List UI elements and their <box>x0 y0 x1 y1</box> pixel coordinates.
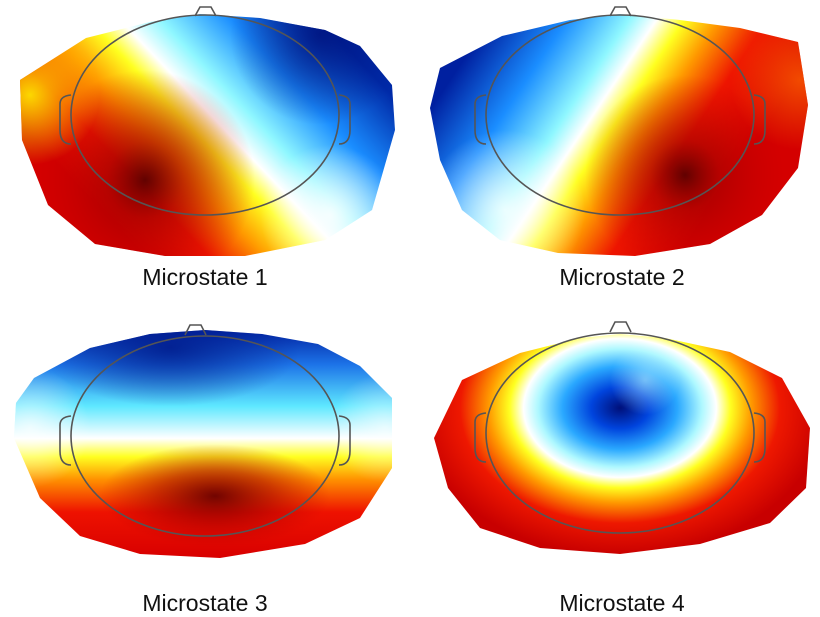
head-outline-4 <box>474 321 766 534</box>
topomap-1 <box>20 6 395 256</box>
topomap-3 <box>14 324 392 558</box>
head-outline-2 <box>474 6 766 216</box>
topomap-panel-4: Microstate 4 <box>410 308 820 616</box>
topomap-2 <box>430 6 808 256</box>
head-outline-1 <box>59 6 351 216</box>
map-label-3: Microstate 3 <box>142 590 268 616</box>
topomap-panel-3: Microstate 3 <box>0 308 410 616</box>
map-label-2: Microstate 2 <box>559 264 685 290</box>
topomap-panel-2: Microstate 2 <box>410 0 820 307</box>
topomap-4 <box>434 321 810 554</box>
map-label-1: Microstate 1 <box>142 264 268 290</box>
head-outline-3 <box>59 324 351 537</box>
topomap-panel-1: Microstate 1 <box>0 0 410 307</box>
map-label-4: Microstate 4 <box>559 590 685 616</box>
